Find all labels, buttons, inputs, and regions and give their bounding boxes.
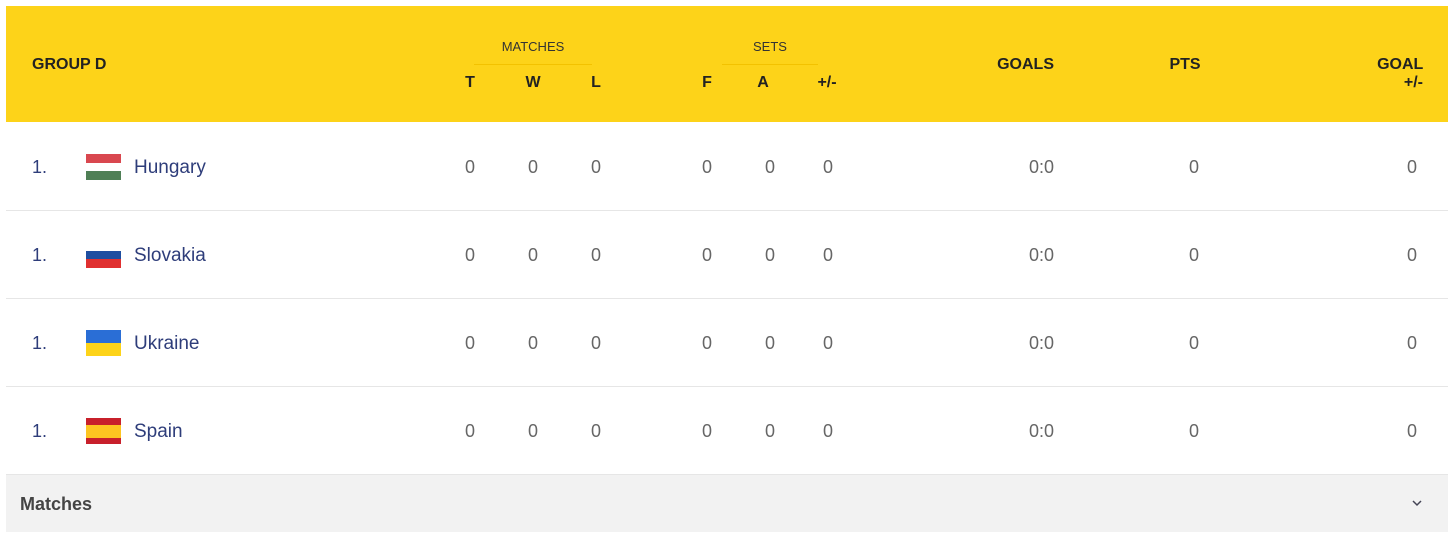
rank: 1. xyxy=(32,157,48,177)
divider xyxy=(722,64,818,65)
cell-pts: 0 xyxy=(1188,245,1200,265)
chevron-down-icon[interactable] xyxy=(1411,498,1423,508)
cell-goal_diff: 0 xyxy=(1406,333,1417,353)
cell-goal_diff: 0 xyxy=(1406,421,1417,441)
table-row[interactable]: 1. Spain 0 0 0 0 0 0 0:0 0 0 xyxy=(6,387,1448,475)
cell-goals: 0:0 xyxy=(1028,333,1054,353)
team-name[interactable]: Hungary xyxy=(134,157,206,178)
team-name[interactable]: Slovakia xyxy=(134,245,206,266)
cell-goals: 0:0 xyxy=(1028,245,1054,265)
cell-a: 0 xyxy=(764,245,776,265)
cell-a: 0 xyxy=(764,157,776,177)
table-row[interactable]: 1. Slovakia 0 0 0 0 0 0 0:0 0 0 xyxy=(6,211,1448,299)
cell-goals: 0:0 xyxy=(1028,421,1054,441)
cell-pts: 0 xyxy=(1188,157,1200,177)
cell-l: 0 xyxy=(590,421,602,441)
team-name[interactable]: Ukraine xyxy=(134,333,200,354)
cell-f: 0 xyxy=(701,421,713,441)
cell-l: 0 xyxy=(590,333,602,353)
slovakia-flag-icon xyxy=(86,242,121,268)
rank: 1. xyxy=(32,421,48,441)
table-row[interactable]: 1. Ukraine 0 0 0 0 0 0 0:0 0 0 xyxy=(6,299,1448,387)
col-goals: GOALS xyxy=(997,56,1054,73)
cell-f: 0 xyxy=(701,333,713,353)
cell-l: 0 xyxy=(590,157,602,177)
cell-f: 0 xyxy=(701,157,713,177)
col-diff: +/- xyxy=(817,74,837,91)
table-header: GROUP D MATCHES SETS T W L F A +/- GOALS… xyxy=(6,6,1448,122)
cell-t: 0 xyxy=(464,157,476,177)
rank: 1. xyxy=(32,245,48,265)
team-name[interactable]: Spain xyxy=(134,421,183,442)
cell-w: 0 xyxy=(527,333,539,353)
cell-diff: 0 xyxy=(822,157,834,177)
cell-goal_diff: 0 xyxy=(1406,245,1417,265)
cell-pts: 0 xyxy=(1188,421,1200,441)
sets-group-label: SETS xyxy=(753,39,787,54)
cell-goals: 0:0 xyxy=(1028,157,1054,177)
cell-t: 0 xyxy=(464,421,476,441)
col-f: F xyxy=(702,74,712,91)
rank: 1. xyxy=(32,333,48,353)
col-t: T xyxy=(465,74,475,91)
hungary-flag-icon xyxy=(86,154,121,180)
cell-diff: 0 xyxy=(822,333,834,353)
cell-w: 0 xyxy=(527,245,539,265)
matches-expander[interactable]: Matches xyxy=(6,475,1448,532)
matches-group-label: MATCHES xyxy=(501,39,565,54)
cell-pts: 0 xyxy=(1188,333,1200,353)
cell-w: 0 xyxy=(527,157,539,177)
cell-f: 0 xyxy=(701,245,713,265)
divider xyxy=(474,64,592,65)
cell-t: 0 xyxy=(464,245,476,265)
group-title: GROUP D xyxy=(32,56,107,73)
col-w: W xyxy=(525,74,541,91)
spain-flag-icon xyxy=(86,418,121,444)
matches-label: Matches xyxy=(20,494,93,514)
cell-l: 0 xyxy=(590,245,602,265)
cell-w: 0 xyxy=(527,421,539,441)
col-goal-diff: GOAL +/- xyxy=(1377,56,1424,91)
cell-diff: 0 xyxy=(822,421,834,441)
ukraine-flag-icon xyxy=(86,330,121,356)
col-a: A xyxy=(757,74,769,91)
cell-goal_diff: 0 xyxy=(1406,157,1417,177)
table-row[interactable]: 1. Hungary 0 0 0 0 0 0 0:0 0 0 xyxy=(6,123,1448,211)
col-l: L xyxy=(591,74,601,91)
cell-a: 0 xyxy=(764,421,776,441)
cell-diff: 0 xyxy=(822,245,834,265)
cell-t: 0 xyxy=(464,333,476,353)
cell-a: 0 xyxy=(764,333,776,353)
col-pts: PTS xyxy=(1169,56,1201,73)
